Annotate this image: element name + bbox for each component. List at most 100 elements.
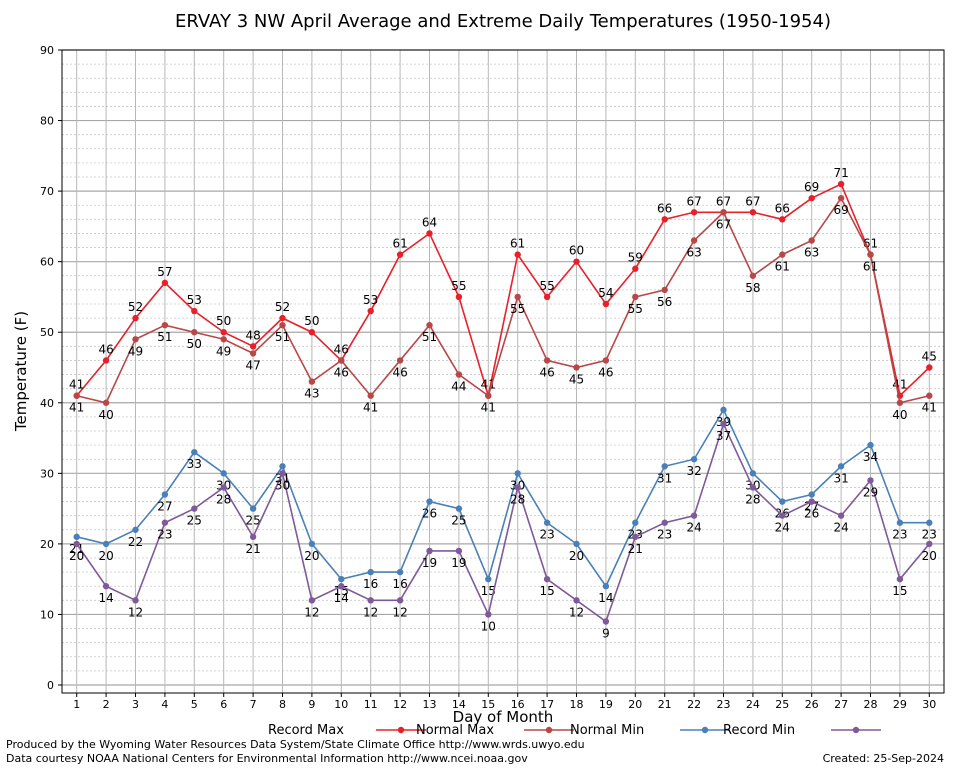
data-point <box>837 512 845 519</box>
x-tick-label: 2 <box>103 698 110 711</box>
data-label: 43 <box>304 387 319 401</box>
data-label: 24 <box>686 521 701 535</box>
x-tick-label: 25 <box>775 698 789 711</box>
data-label: 67 <box>686 194 701 208</box>
x-tick-label: 12 <box>393 698 407 711</box>
data-point <box>367 392 374 399</box>
data-label: 37 <box>716 429 731 443</box>
x-axis-label: Day of Month <box>453 708 554 726</box>
data-point <box>808 491 815 498</box>
x-tick-label: 28 <box>864 698 878 711</box>
x-tick-label: 4 <box>161 698 168 711</box>
data-label: 22 <box>128 535 143 549</box>
data-point <box>867 441 874 449</box>
data-point <box>338 575 345 583</box>
data-point <box>102 583 110 590</box>
legend-label: Normal Max <box>416 723 494 738</box>
data-point <box>132 336 139 343</box>
data-label: 16 <box>392 577 407 591</box>
data-point <box>102 399 110 406</box>
data-label: 50 <box>304 314 319 328</box>
data-point <box>279 314 286 322</box>
y-tick-label: 80 <box>40 115 54 128</box>
data-label: 20 <box>304 549 319 563</box>
legend-label: Record Max <box>268 723 344 738</box>
data-point <box>749 272 757 279</box>
footer-data-courtesy: Data courtesy NOAA National Centers for … <box>6 752 528 765</box>
data-label: 53 <box>363 293 378 307</box>
data-label: 28 <box>510 492 525 506</box>
data-point <box>661 286 668 294</box>
data-point <box>308 540 316 548</box>
data-point <box>602 583 610 590</box>
x-tick-label: 3 <box>132 698 139 711</box>
data-label: 59 <box>628 251 643 265</box>
data-point <box>690 237 698 244</box>
data-label: 15 <box>539 584 554 598</box>
data-point <box>249 343 257 350</box>
data-point <box>367 307 374 315</box>
data-point <box>720 420 727 428</box>
data-label: 34 <box>863 450 878 464</box>
data-point <box>73 533 80 541</box>
data-label: 51 <box>275 330 290 344</box>
data-point <box>573 540 580 548</box>
data-label: 61 <box>863 260 878 274</box>
data-point <box>661 216 668 223</box>
data-point <box>514 470 521 477</box>
data-point <box>308 329 316 336</box>
data-label: 46 <box>98 342 113 356</box>
data-label: 66 <box>775 201 790 215</box>
data-point <box>632 265 639 272</box>
data-label: 25 <box>245 514 260 528</box>
data-point <box>220 470 227 477</box>
data-point <box>191 307 198 315</box>
x-tick-label: 29 <box>893 698 907 711</box>
data-point <box>573 364 580 371</box>
data-point <box>426 547 433 555</box>
data-point <box>73 540 80 548</box>
data-point <box>220 336 227 343</box>
data-point <box>102 540 110 548</box>
grid <box>62 49 944 693</box>
data-label: 12 <box>304 605 319 619</box>
x-tick-label: 8 <box>279 698 286 711</box>
data-point <box>191 505 198 512</box>
data-label: 12 <box>392 605 407 619</box>
data-point <box>602 618 610 625</box>
data-label: 33 <box>187 457 202 471</box>
data-label: 45 <box>922 350 937 364</box>
data-point <box>485 575 492 583</box>
data-label: 12 <box>128 605 143 619</box>
data-point <box>926 540 933 548</box>
data-label: 40 <box>98 408 113 422</box>
data-point <box>926 519 933 526</box>
data-point <box>896 575 904 583</box>
data-point <box>426 321 433 329</box>
x-tick-label: 26 <box>805 698 819 711</box>
x-tick-label: 27 <box>834 698 848 711</box>
data-label: 45 <box>569 373 584 387</box>
data-point <box>514 251 521 258</box>
data-point <box>837 194 845 202</box>
data-point <box>514 484 521 491</box>
data-label: 71 <box>833 166 848 180</box>
data-point <box>249 350 257 357</box>
data-point <box>132 526 139 533</box>
data-label: 23 <box>892 528 907 542</box>
data-label: 26 <box>804 507 819 521</box>
data-label: 55 <box>510 302 525 316</box>
data-point <box>102 357 110 364</box>
data-label: 52 <box>128 300 143 314</box>
data-label: 21 <box>245 542 260 556</box>
x-tick-label: 22 <box>687 698 701 711</box>
data-point <box>720 209 727 216</box>
legend-swatch-marker <box>545 726 553 734</box>
data-point <box>661 519 668 526</box>
data-label: 67 <box>716 217 731 231</box>
data-point <box>602 300 610 308</box>
data-label: 53 <box>187 293 202 307</box>
y-tick-label: 20 <box>40 538 54 551</box>
chart-title: ERVAY 3 NW April Average and Extreme Dai… <box>175 11 831 32</box>
